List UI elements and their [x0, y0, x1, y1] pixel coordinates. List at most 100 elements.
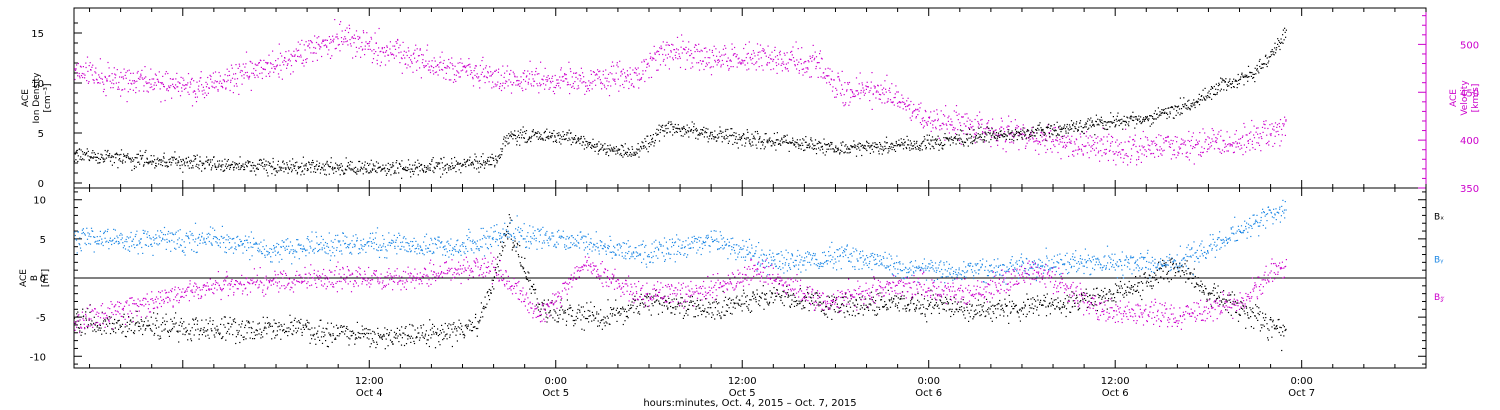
velocity-series-point — [918, 103, 920, 105]
density-series-point — [1181, 112, 1183, 115]
velocity-series-point — [503, 87, 506, 89]
density-series-point — [473, 167, 475, 169]
density-series-point — [719, 126, 721, 128]
velocity-series-point — [109, 75, 111, 77]
velocity-series-point — [1121, 149, 1123, 151]
density-series-point — [558, 132, 560, 134]
velocity-series-point — [239, 65, 241, 67]
density-series-point — [670, 124, 672, 126]
velocity-series-point — [784, 54, 786, 56]
density-series-point — [568, 137, 570, 139]
field-series-bx-point — [221, 337, 223, 339]
density-series-point — [351, 161, 353, 163]
density-series-point — [474, 159, 476, 161]
density-series-point — [609, 149, 611, 151]
density-series-point — [1277, 43, 1279, 45]
velocity-series-point — [848, 81, 851, 84]
density-series-point — [269, 162, 271, 165]
velocity-series-point — [507, 85, 509, 87]
field-series-bx-point — [227, 322, 229, 324]
density-series-point — [1245, 76, 1247, 78]
density-series-point — [1055, 130, 1057, 132]
velocity-series-point — [1240, 138, 1242, 140]
velocity-series-point — [708, 62, 710, 64]
density-series-point — [588, 141, 590, 144]
density-series-point — [1229, 78, 1231, 80]
density-series-point — [555, 139, 557, 141]
density-series-point — [1102, 122, 1104, 124]
density-series-point — [807, 146, 809, 149]
density-series-point — [215, 168, 218, 170]
velocity-series-point — [499, 85, 501, 88]
velocity-series-point — [1041, 136, 1043, 138]
velocity-series-point — [688, 41, 690, 43]
density-series-point — [446, 163, 448, 165]
velocity-series-point — [223, 81, 226, 83]
velocity-series-point — [731, 43, 733, 45]
velocity-series-point — [1251, 119, 1253, 122]
velocity-series-point — [419, 67, 421, 69]
density-series-point — [1068, 129, 1070, 131]
velocity-series-point — [1083, 145, 1085, 147]
field-series-bx-point — [117, 320, 119, 322]
velocity-series-point — [806, 71, 808, 73]
velocity-series-point — [474, 65, 477, 67]
velocity-series-point — [829, 83, 831, 86]
velocity-series-point — [471, 72, 473, 74]
velocity-series-point — [294, 55, 296, 57]
density-series-point — [510, 136, 512, 138]
density-series-point — [1281, 41, 1283, 43]
velocity-series-point — [670, 51, 672, 53]
velocity-series-point — [1186, 151, 1188, 153]
velocity-series-point — [355, 55, 357, 57]
velocity-series-point — [1124, 154, 1126, 156]
velocity-series-point — [108, 67, 110, 69]
density-series-point — [616, 150, 618, 152]
velocity-series-point — [1116, 139, 1118, 141]
velocity-series-point — [455, 80, 457, 82]
velocity-series-point — [400, 57, 403, 59]
velocity-series-point — [298, 49, 300, 51]
density-series-point — [464, 163, 466, 165]
density-tick-label: 5 — [38, 129, 44, 140]
velocity-series-point — [268, 54, 270, 56]
density-series-point — [805, 141, 807, 143]
density-series-point — [461, 165, 463, 167]
velocity-series-point — [482, 68, 485, 70]
density-series-point — [853, 140, 855, 142]
field-series-bx-point — [240, 334, 242, 336]
velocity-series-point — [375, 51, 377, 53]
density-series-point — [469, 156, 471, 158]
velocity-series-point — [1159, 149, 1161, 151]
velocity-series-point — [718, 51, 720, 53]
velocity-series-point — [1243, 144, 1245, 146]
velocity-series-point — [1215, 140, 1217, 142]
velocity-series-point — [1146, 155, 1148, 158]
velocity-series-point — [891, 83, 893, 85]
density-series-point — [1100, 122, 1102, 124]
velocity-series-point — [1054, 145, 1056, 148]
velocity-series-point — [551, 77, 553, 79]
density-series-point — [132, 160, 134, 162]
velocity-series-point — [425, 65, 427, 67]
density-series-point — [784, 135, 786, 137]
velocity-series-point — [773, 58, 775, 61]
velocity-series-point — [679, 66, 682, 69]
density-series-point — [300, 174, 302, 176]
velocity-series-point — [613, 65, 615, 67]
density-series-point — [659, 131, 661, 134]
density-series-point — [554, 140, 556, 142]
density-series-point — [644, 138, 646, 140]
velocity-series-point — [104, 75, 106, 78]
field-series-bx-point — [214, 327, 216, 329]
velocity-series-point — [371, 62, 373, 64]
density-series-point — [754, 138, 756, 140]
field-series-bx-point — [134, 330, 136, 332]
density-series-point — [167, 165, 169, 168]
density-series-point — [783, 136, 785, 138]
density-series-point — [404, 168, 406, 170]
density-series-point — [635, 151, 637, 153]
velocity-series-point — [1008, 134, 1010, 136]
velocity-series-point — [565, 74, 567, 76]
velocity-series-point — [279, 52, 282, 54]
